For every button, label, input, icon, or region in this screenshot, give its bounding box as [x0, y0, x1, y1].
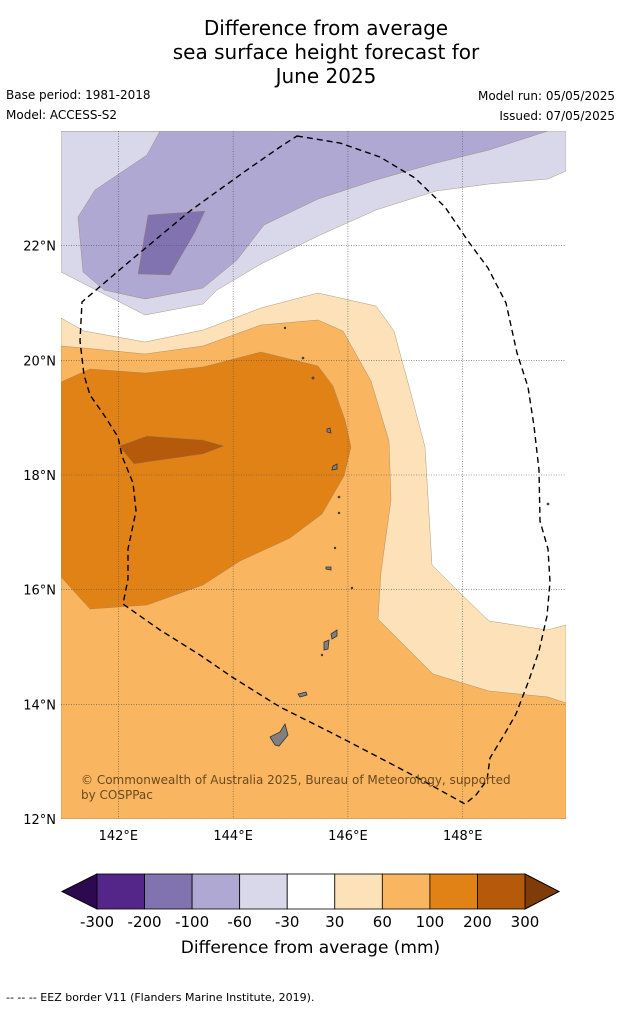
- colorbar-tick-label: -100: [175, 913, 209, 931]
- colorbar-tick-label: 200: [463, 913, 492, 931]
- colorbar-tick-label: -30: [275, 913, 300, 931]
- island-small-9: [546, 502, 550, 506]
- eez-border: [79, 135, 551, 805]
- colorbar-extend-low: [60, 873, 98, 910]
- title-line-1: Difference from average: [203, 16, 449, 40]
- colorbar-tick-label: 60: [373, 913, 392, 931]
- lat-tick-label: 12°N: [23, 813, 56, 828]
- island-small-1: [311, 376, 315, 380]
- lat-tick-label: 16°N: [23, 584, 56, 599]
- copyright-line-2: by COSPPac: [81, 788, 153, 802]
- base-period: Base period: 1981-2018: [6, 88, 151, 102]
- colorbar-swatch: [334, 873, 383, 910]
- colorbar-tick-label: 100: [416, 913, 445, 931]
- map-gridlines: [61, 131, 566, 819]
- colorbar-swatch: [144, 873, 193, 910]
- colorbar-tick-label: -60: [227, 913, 252, 931]
- lat-tick-label: 18°N: [23, 469, 56, 484]
- contour-neg-100: [137, 210, 206, 276]
- colorbar-tick-label: -200: [128, 913, 162, 931]
- island-small-3: [283, 326, 287, 330]
- contour-pos-200: [118, 435, 225, 465]
- contour-pos-100: [61, 351, 352, 610]
- chart-title: Difference from average sea surface heig…: [0, 16, 621, 88]
- contour-neg-60: [61, 131, 549, 300]
- axis-labels: 142°E 144°E 146°E 148°E 12°N 14°N 16°N 18°N 20°N…: [23, 240, 482, 844]
- colorbar-tick-label: -300: [80, 913, 114, 931]
- island-tinian: [323, 639, 330, 651]
- colorbar-extend-high: [524, 873, 561, 910]
- model-run: Model run: 05/05/2025: [477, 89, 615, 103]
- island-anatahan: [325, 566, 332, 571]
- island-rota: [297, 691, 308, 698]
- land-masses: [269, 326, 550, 747]
- colorbar-swatch: [429, 873, 478, 910]
- colorbar-swatch: [286, 873, 336, 910]
- lon-tick-label: 148°E: [443, 829, 483, 844]
- copyright-line-1: © Commonwealth of Australia 2025, Bureau…: [81, 773, 511, 787]
- island-small-7: [350, 586, 354, 590]
- colorbar-label: Difference from average (mm): [180, 938, 441, 958]
- colorbar-swatch: [477, 873, 526, 910]
- lat-tick-label: 14°N: [23, 698, 56, 713]
- island-small-6: [333, 546, 337, 550]
- island-small-2: [301, 356, 305, 360]
- lon-tick-label: 146°E: [328, 829, 368, 844]
- footer-note: -- -- -- EEZ border V11 (Flanders Marine…: [6, 991, 315, 1004]
- island-guam: [269, 723, 289, 747]
- colorbar: -300 -200 -100 -60 -30 30 60 100 200 300: [60, 873, 561, 931]
- colorbar-tick-label: 30: [325, 913, 344, 931]
- lat-tick-label: 20°N: [23, 354, 56, 369]
- issued-date: Issued: 07/05/2025: [499, 109, 615, 123]
- title-line-2: sea surface height forecast for: [172, 40, 480, 64]
- island-pagan: [326, 427, 332, 434]
- colorbar-swatch: [239, 873, 288, 910]
- island-small-8: [320, 653, 324, 657]
- lat-tick-label: 22°N: [23, 240, 56, 255]
- colorbar-swatch: [381, 873, 431, 910]
- map-area: © Commonwealth of Australia 2025, Bureau…: [61, 131, 566, 819]
- island-small-5: [337, 511, 341, 515]
- lon-tick-label: 142°E: [99, 829, 139, 844]
- island-alamagan: [331, 463, 338, 471]
- colorbar-swatch: [96, 873, 145, 910]
- colorbar-tick-label: 300: [511, 913, 540, 931]
- colorbar-swatch: [191, 873, 241, 910]
- model-name: Model: ACCESS-S2: [6, 108, 118, 122]
- title-line-3: June 2025: [275, 64, 377, 88]
- lon-tick-label: 144°E: [213, 829, 253, 844]
- island-small-4: [337, 495, 341, 499]
- island-saipan: [330, 629, 338, 640]
